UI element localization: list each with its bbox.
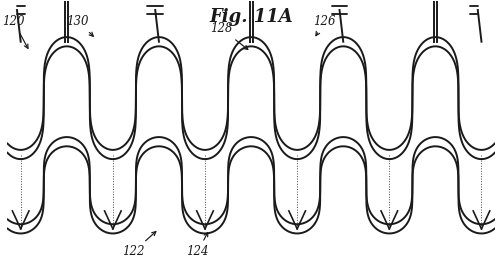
Text: 128: 128	[210, 23, 248, 49]
Text: 126: 126	[313, 15, 336, 36]
Text: 130: 130	[66, 15, 93, 36]
Text: 124: 124	[186, 232, 209, 258]
Text: Fig. 11A: Fig. 11A	[209, 8, 293, 26]
Text: 120: 120	[2, 15, 28, 48]
Text: 122: 122	[122, 232, 156, 258]
